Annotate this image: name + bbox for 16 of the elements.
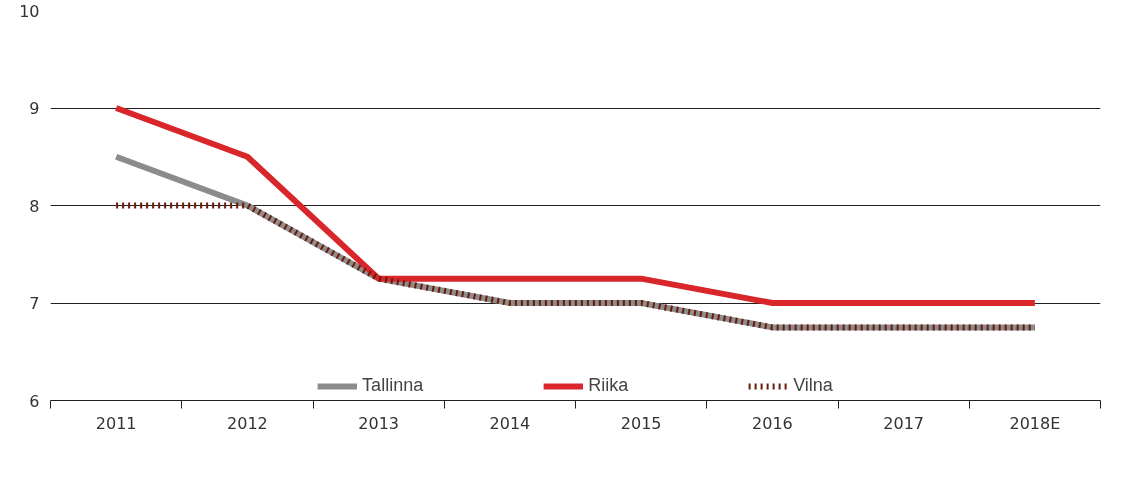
- legend-label: Tallinna: [362, 375, 424, 396]
- y-tick-label: 8: [29, 196, 40, 216]
- x-tick-label: 2012: [227, 413, 268, 433]
- y-tick-label: 10: [19, 1, 40, 21]
- y-tick-label: 9: [29, 99, 40, 118]
- x-tick-label: 2011: [95, 413, 137, 433]
- x-tick-label: 2015: [620, 413, 662, 433]
- x-tick-label: 2018E: [1009, 413, 1061, 433]
- y-tick-label: 7: [29, 294, 40, 313]
- legend-label: Vilna: [793, 375, 833, 396]
- y-tick-label: 6: [29, 391, 40, 411]
- x-tick-label: 2013: [358, 413, 399, 433]
- x-tick-label: 2016: [752, 413, 793, 433]
- x-tick-label: 2017: [883, 413, 924, 433]
- legend-label: Riika: [588, 375, 629, 396]
- x-tick-label: 2014: [489, 413, 531, 433]
